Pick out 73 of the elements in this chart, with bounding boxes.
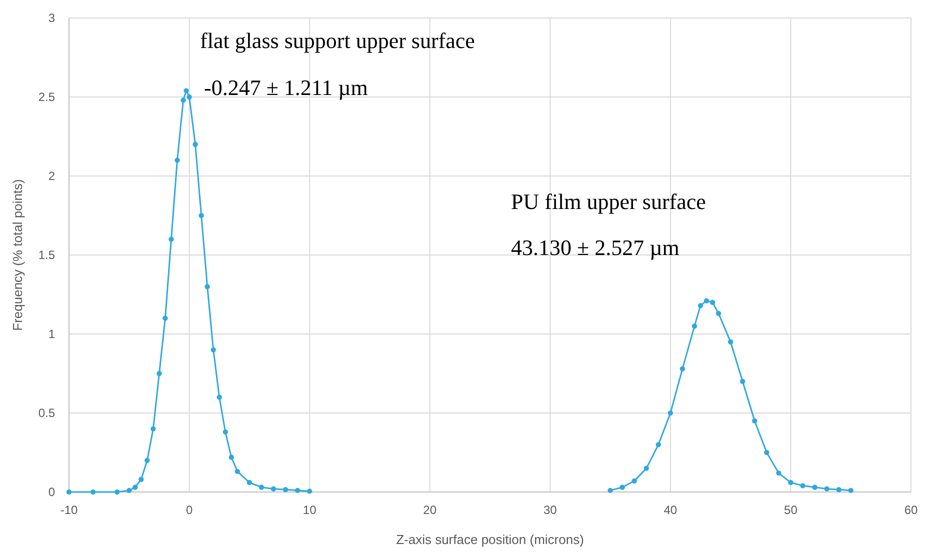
point <box>210 347 216 352</box>
point <box>162 316 168 321</box>
point <box>632 478 637 484</box>
point <box>800 483 806 488</box>
point <box>716 310 722 316</box>
point <box>234 468 240 474</box>
point <box>114 489 120 495</box>
point <box>228 454 234 460</box>
x-tick-label: 40 <box>664 503 678 517</box>
y-tick-label: 2.5 <box>38 90 56 104</box>
point <box>812 484 818 490</box>
y-tick-label: 3 <box>48 11 56 25</box>
point <box>306 488 312 494</box>
y-tick-label: 2 <box>48 169 56 183</box>
point <box>246 480 252 486</box>
point <box>824 486 830 492</box>
point <box>728 339 734 344</box>
point <box>138 476 144 482</box>
point <box>710 300 716 305</box>
point <box>150 426 156 432</box>
point <box>788 480 794 486</box>
point <box>156 370 162 376</box>
point <box>740 378 746 384</box>
x-tick-label: 30 <box>543 503 558 517</box>
point <box>644 466 649 471</box>
point <box>848 488 854 494</box>
point <box>204 284 210 290</box>
x-tick-label: 10 <box>302 503 317 517</box>
annotation: 43.130 ± 2.527 µm <box>511 235 680 260</box>
point <box>126 488 132 494</box>
point <box>282 487 288 492</box>
y-tick-label: 1.5 <box>38 248 56 262</box>
point <box>258 484 264 490</box>
point <box>294 488 300 494</box>
point <box>198 212 204 218</box>
point <box>668 410 674 416</box>
point <box>132 484 138 490</box>
point <box>680 366 686 372</box>
point <box>90 489 96 495</box>
annotation: PU film upper surface <box>511 189 706 214</box>
point <box>180 98 186 103</box>
point <box>186 94 192 100</box>
x-tick-label: 20 <box>423 503 437 517</box>
annotation: flat glass support upper surface <box>200 28 475 53</box>
y-axis-title: Frequency (% total points) <box>10 179 25 331</box>
point <box>144 458 150 463</box>
point <box>776 470 782 476</box>
point <box>656 442 661 448</box>
point <box>620 484 625 490</box>
x-axis-title: Z-axis surface position (microns) <box>396 532 584 547</box>
point <box>608 488 613 494</box>
point <box>704 298 710 304</box>
point <box>752 418 758 424</box>
x-tick-label: 50 <box>784 503 798 517</box>
point <box>270 486 276 492</box>
x-tick-label: 60 <box>904 503 918 517</box>
point <box>184 88 189 94</box>
annotation: -0.247 ± 1.211 µm <box>204 75 368 100</box>
point <box>174 158 180 163</box>
point <box>764 450 770 456</box>
x-tick-label: 0 <box>186 503 193 517</box>
y-tick-label: 1 <box>48 327 56 341</box>
point <box>66 489 72 495</box>
point <box>216 394 222 400</box>
point <box>168 236 174 242</box>
y-tick-label: 0.5 <box>38 406 56 420</box>
point <box>192 142 198 147</box>
y-tick-label: 0 <box>48 485 56 499</box>
point <box>222 429 228 435</box>
point <box>692 324 698 329</box>
point <box>836 487 842 492</box>
x-tick-label: -10 <box>60 503 78 517</box>
point <box>698 302 704 308</box>
